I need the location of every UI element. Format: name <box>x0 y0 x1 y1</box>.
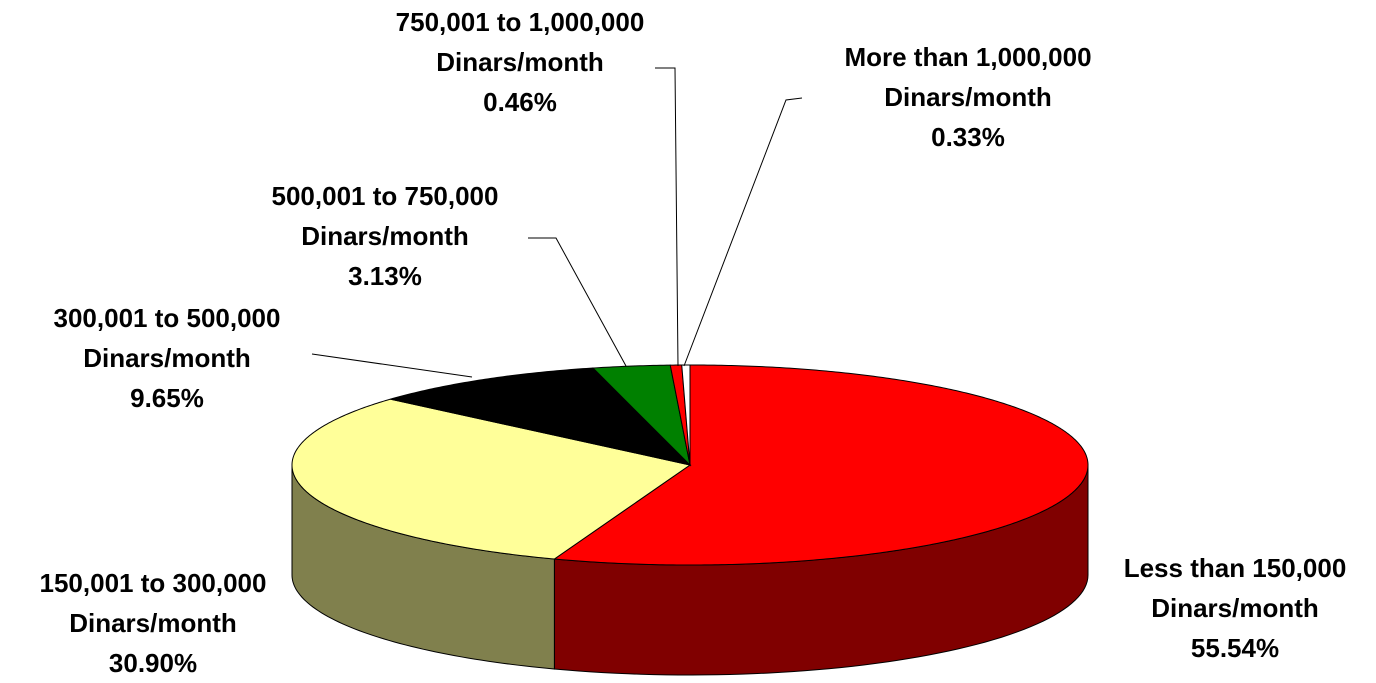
value-label: 30.90% <box>108 648 198 678</box>
data-label: Less than 150,000 Dinars/month 55.54% <box>1045 548 1376 668</box>
category-label: 750,001 to 1,000,000 Dinars/month <box>395 7 645 77</box>
category-label: More than 1,000,000 Dinars/month <box>844 42 1092 112</box>
leader-line <box>683 97 803 367</box>
slice <box>291 398 692 560</box>
pie <box>291 364 1089 676</box>
value-label: 0.46% <box>483 87 557 117</box>
data-label: 750,001 to 1,000,000 Dinars/month 0.46% <box>330 2 710 122</box>
data-label: 300,001 to 500,000 Dinars/month 9.65% <box>0 298 357 418</box>
leader-lines <box>311 67 803 378</box>
leader-line <box>528 237 627 367</box>
slice <box>681 364 691 466</box>
value-label: 55.54% <box>1190 633 1280 663</box>
data-label: 150,001 to 300,000 Dinars/month 30.90% <box>0 563 343 683</box>
value-label: 3.13% <box>348 261 422 291</box>
slice <box>591 364 691 467</box>
category-label: 500,001 to 750,000 Dinars/month <box>271 181 499 251</box>
value-label: 0.33% <box>931 122 1005 152</box>
slice <box>552 364 1089 566</box>
category-label: Less than 150,000 Dinars/month <box>1123 553 1347 623</box>
category-label: 300,001 to 500,000 Dinars/month <box>53 303 281 373</box>
slice <box>390 367 692 466</box>
category-label: 150,001 to 300,000 Dinars/month <box>39 568 267 638</box>
value-label: 9.65% <box>130 383 204 413</box>
leader-line <box>655 67 679 367</box>
leader-line <box>311 353 473 378</box>
data-label: 500,001 to 750,000 Dinars/month 3.13% <box>195 176 575 296</box>
data-label: More than 1,000,000 Dinars/month 0.33% <box>778 37 1158 157</box>
